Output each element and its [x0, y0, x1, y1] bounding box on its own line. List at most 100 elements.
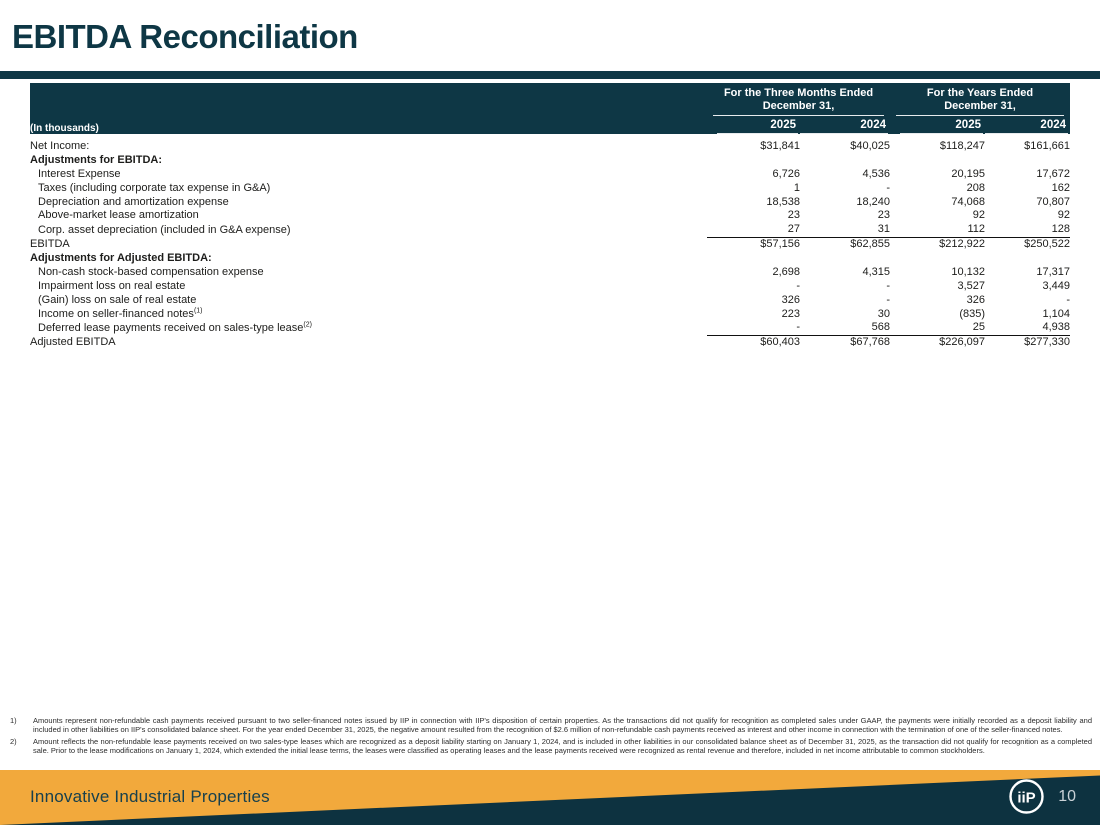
- row-label: Taxes (including corporate tax expense i…: [38, 181, 271, 194]
- row-label: Adjustments for Adjusted EBITDA:: [30, 252, 212, 264]
- row-value: $118,247: [939, 140, 985, 152]
- row-value: 3,449: [1042, 279, 1071, 292]
- row-value: $31,841: [760, 140, 800, 152]
- row-label: Deferred lease payments received on sale…: [38, 321, 312, 334]
- row-value: $57,156: [707, 236, 800, 252]
- table-row: Non-cash stock-based compensation expens…: [30, 265, 1070, 279]
- row-value: 31: [877, 223, 890, 236]
- table-row: Adjustments for Adjusted EBITDA:: [30, 252, 1070, 266]
- row-value: 112: [967, 223, 985, 236]
- row-value: [985, 153, 1070, 167]
- table-row: EBITDA $57,156 $62,855 $212,922 $250,522: [30, 236, 1071, 252]
- row-label: Depreciation and amortization expense: [38, 195, 229, 208]
- header-group-three-months: For the Three Months Ended December 31,: [707, 83, 890, 116]
- row-value: 18,240: [856, 195, 890, 208]
- page-number: 10: [1058, 787, 1076, 805]
- row-label: Net Income:: [30, 140, 90, 152]
- row-value: 18,538: [766, 195, 800, 208]
- footnote-marker: 2): [10, 737, 17, 746]
- row-value: [890, 153, 985, 167]
- footnote: 2) Amount reflects the non-refundable lea…: [10, 737, 1092, 755]
- table-row: (Gain) loss on sale of real estate 326 - 32…: [30, 293, 1070, 307]
- footnote-text: Amounts represent non-refundable cash pa…: [33, 716, 1092, 734]
- row-value: 4,536: [862, 167, 890, 180]
- column-header-2025-q: 2025: [707, 116, 800, 134]
- table-row: Taxes (including corporate tax expense i…: [30, 181, 1070, 195]
- group-label-line1: For the Three Months Ended: [723, 87, 874, 99]
- row-value: 92: [972, 209, 985, 222]
- row-value: $40,025: [850, 140, 890, 152]
- footnotes: 1) Amounts represent non-refundable cash …: [10, 716, 1092, 758]
- row-value: 27: [787, 223, 800, 236]
- row-value: 568: [871, 321, 890, 334]
- row-value: 20,195: [951, 167, 985, 180]
- row-value: 23: [877, 209, 890, 222]
- row-value: $60,403: [707, 334, 800, 350]
- row-value: 1,104: [1042, 307, 1071, 320]
- table-row: Income on seller-financed notes(1) 223 30 (…: [30, 307, 1070, 321]
- row-value: 6,726: [772, 167, 800, 180]
- row-label: Adjustments for EBITDA:: [30, 153, 162, 166]
- row-value: 162: [1051, 181, 1071, 194]
- row-value: 70,807: [1036, 195, 1071, 208]
- row-label: Impairment loss on real estate: [38, 279, 186, 292]
- row-value: -: [886, 279, 890, 292]
- row-value: 30: [877, 307, 890, 320]
- table-row: Net Income: $31,841 $40,025 $118,247 $161,66…: [30, 134, 1070, 153]
- row-value: 74,068: [951, 195, 985, 208]
- page-title: EBITDA Reconciliation: [12, 18, 358, 55]
- table-row: Above-market lease amortization 23 23 92 92: [30, 209, 1070, 223]
- row-value: -: [796, 321, 800, 334]
- group-label-line2: December 31,: [944, 100, 1016, 112]
- footer: Innovative Industrial Properties iiP 10: [0, 770, 1100, 825]
- row-value: 4,938: [1042, 321, 1071, 334]
- row-value: 208: [966, 181, 985, 194]
- footer-right-group: iiP 10: [1008, 778, 1076, 815]
- row-value: 1: [793, 181, 800, 194]
- iip-logo-icon: iiP: [1009, 779, 1044, 814]
- row-value: -: [886, 293, 890, 306]
- row-value: 4,315: [862, 265, 890, 278]
- header-group-row: For the Three Months Ended December 31, …: [30, 83, 1071, 116]
- row-value: $277,330: [985, 334, 1071, 350]
- row-value: (835): [959, 307, 985, 320]
- table-row: Deferred lease payments received on sale…: [30, 321, 1070, 335]
- row-label: Interest Expense: [38, 167, 121, 180]
- table-row: Interest Expense 6,726 4,536 20,195 17,672: [30, 167, 1070, 181]
- row-value: [707, 153, 800, 167]
- units-label: (In thousands): [30, 116, 707, 134]
- footnote: 1) Amounts represent non-refundable cash …: [10, 716, 1092, 734]
- row-value: $250,522: [985, 236, 1071, 252]
- row-value: 2,698: [772, 265, 800, 278]
- row-value: -: [796, 279, 800, 292]
- row-value: [800, 252, 890, 266]
- row-value: [800, 153, 890, 167]
- header-spacer-cell: [30, 83, 707, 116]
- brand-name: Innovative Industrial Properties: [30, 787, 270, 806]
- footnote-marker: 1): [10, 716, 17, 725]
- row-value: $62,855: [800, 236, 890, 252]
- row-value: [707, 252, 800, 266]
- row-value: 17,317: [1036, 265, 1071, 278]
- group-label-line1: For the Years Ended: [926, 87, 1034, 99]
- table-row: Impairment loss on real estate - - 3,527 3,4…: [30, 279, 1070, 293]
- table-row: Corp. asset depreciation (included in G&…: [30, 223, 1070, 237]
- row-value: [890, 252, 985, 266]
- row-value: 3,527: [957, 279, 985, 292]
- row-value: [985, 252, 1070, 266]
- ebitda-reconciliation-table: For the Three Months Ended December 31, …: [30, 83, 1071, 350]
- footnote-text: Amount reflects the non-refundable lease…: [33, 737, 1092, 755]
- header-group-years: For the Years Ended December 31,: [890, 83, 1071, 116]
- row-label: Corp. asset depreciation (included in G&…: [38, 223, 291, 236]
- row-value: 326: [781, 293, 800, 306]
- row-value: 223: [781, 307, 800, 320]
- row-value: 25: [972, 321, 985, 334]
- column-header-2024-q: 2024: [800, 116, 890, 134]
- row-value: -: [1066, 293, 1071, 306]
- table-header: For the Three Months Ended December 31, …: [30, 83, 1071, 134]
- row-value: $67,768: [800, 334, 890, 350]
- row-value: $212,922: [890, 236, 985, 252]
- row-value: 17,672: [1036, 167, 1071, 180]
- table-body: Net Income: $31,841 $40,025 $118,247 $161,66…: [30, 134, 1071, 350]
